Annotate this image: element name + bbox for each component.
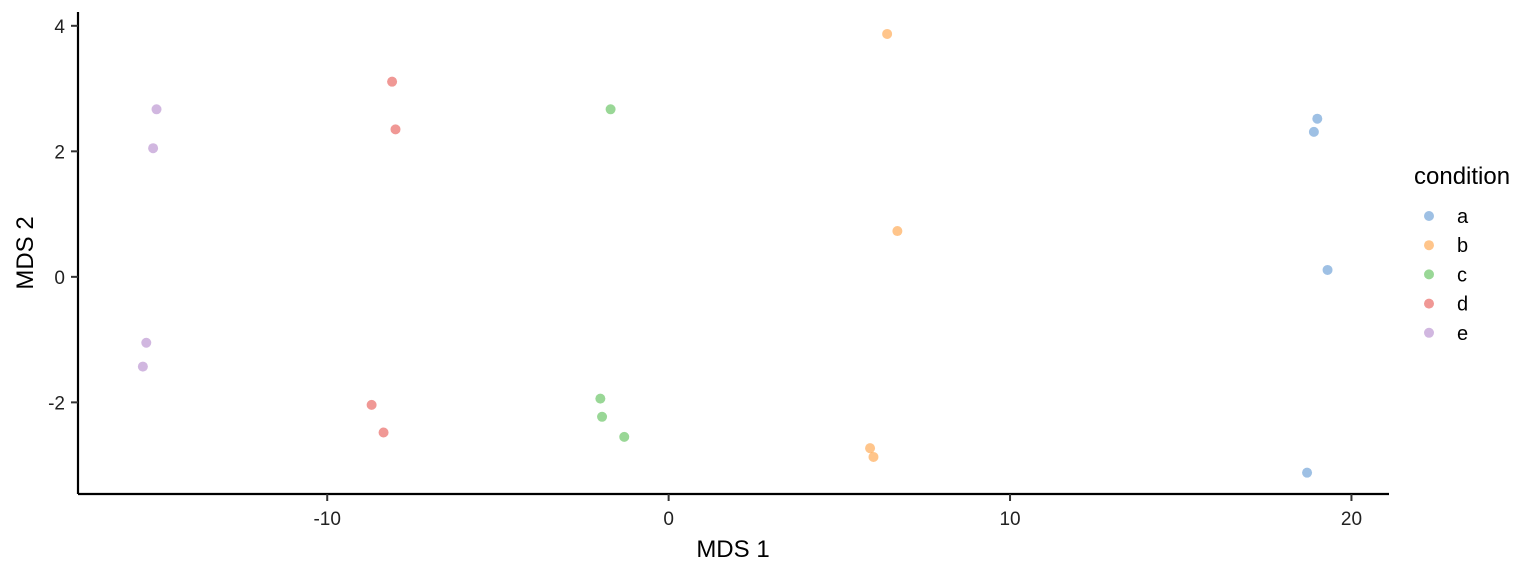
point-a xyxy=(1302,467,1313,478)
legend-key-c xyxy=(1424,269,1434,280)
legend-title: condition xyxy=(1414,163,1510,190)
x-ticks: -10 0 10 20 xyxy=(313,494,1362,530)
data-points xyxy=(137,28,1333,478)
plot-area: -10 0 10 20 -2 0 2 4 xyxy=(48,12,1389,530)
legend-key-e xyxy=(1424,327,1434,338)
x-axis-title: MDS 1 xyxy=(696,536,769,563)
legend-label-c: c xyxy=(1457,264,1467,286)
point-d xyxy=(378,427,389,438)
point-b xyxy=(882,28,893,39)
point-c xyxy=(605,104,616,115)
point-b xyxy=(892,226,903,237)
point-c xyxy=(619,431,630,442)
point-b xyxy=(865,443,876,454)
point-e xyxy=(148,143,159,154)
x-tick-label: -10 xyxy=(313,509,340,530)
point-e xyxy=(137,361,148,372)
point-d xyxy=(387,76,398,87)
y-tick-label: 2 xyxy=(54,142,65,163)
legend-label-e: e xyxy=(1457,323,1468,345)
point-a xyxy=(1322,264,1333,275)
y-axis-title: MDS 2 xyxy=(12,216,39,289)
point-d xyxy=(390,124,401,135)
legend-key-b xyxy=(1424,240,1434,251)
point-d xyxy=(366,399,377,410)
point-e xyxy=(151,104,162,115)
x-tick-label: 20 xyxy=(1341,509,1362,530)
y-tick-label: 0 xyxy=(54,268,65,289)
point-c xyxy=(595,393,606,404)
point-a xyxy=(1312,113,1323,124)
x-tick-label: 0 xyxy=(663,509,674,530)
x-tick-label: 10 xyxy=(999,509,1020,530)
point-a xyxy=(1308,126,1319,137)
legend-key-d xyxy=(1424,298,1434,309)
legend-key-a xyxy=(1424,211,1434,221)
legend-label-b: b xyxy=(1457,235,1468,257)
legend-label-a: a xyxy=(1457,206,1469,228)
point-e xyxy=(141,337,152,348)
y-tick-label: 4 xyxy=(54,17,65,38)
point-b xyxy=(868,451,879,462)
point-c xyxy=(597,411,608,422)
legend-label-d: d xyxy=(1457,294,1468,316)
y-tick-label: -2 xyxy=(48,393,65,414)
y-ticks: -2 0 2 4 xyxy=(48,17,78,414)
